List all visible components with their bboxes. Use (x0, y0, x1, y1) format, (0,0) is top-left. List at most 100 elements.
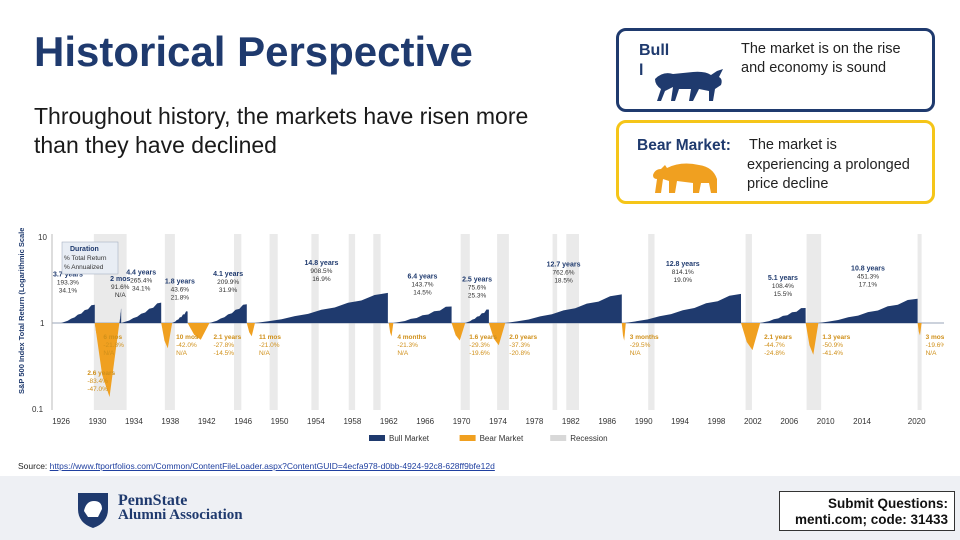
bull-total-return: 193.3% (57, 280, 79, 287)
bear-market-label: 2.0 years-37.3%-20.8% (509, 334, 537, 357)
bear-duration: 3 months (630, 334, 659, 341)
bear-market-label: 6 mos-21.8%N/A (103, 334, 124, 357)
x-tick-label: 2020 (908, 417, 926, 426)
bull-annualized: 18.5% (554, 277, 573, 284)
bull-market-callout: Bull l The market is on the rise and econ… (616, 28, 935, 112)
bull-total-return: 91.6% (111, 284, 130, 291)
x-tick-label: 1950 (271, 417, 289, 426)
bear-label: Bear Market: (637, 137, 731, 154)
bull-duration: 5.1 years (768, 275, 798, 282)
x-tick-label: 1958 (343, 417, 361, 426)
key-title: Duration (70, 246, 99, 253)
submit-questions-box: Submit Questions: menti.com; code: 31433 (779, 491, 955, 531)
bear-market-area (94, 323, 120, 397)
x-tick-label: 1926 (52, 417, 70, 426)
bear-duration: 4 months (397, 334, 426, 341)
x-tick-label: 2010 (817, 417, 835, 426)
bull-market-area (393, 306, 452, 323)
bear-market-area (246, 323, 255, 337)
bull-duration: 14.8 years (304, 260, 338, 267)
key-line2: % Total Return (64, 255, 107, 262)
bear-total-return: -21.3% (397, 342, 418, 349)
bear-annualized: -14.5% (213, 350, 234, 357)
bull-total-return: 43.6% (171, 287, 190, 294)
bull-description: The market is on the rise and economy is… (741, 41, 901, 76)
x-tick-label: 2014 (853, 417, 871, 426)
bull-market-area (505, 294, 622, 323)
bull-total-return: 451.3% (857, 274, 879, 281)
bear-market-label: 11 mos-21.0%N/A (259, 334, 281, 357)
bull-total-return: 762.6% (553, 269, 575, 276)
bull-total-return: 814.1% (672, 269, 694, 276)
x-tick-label: 2002 (744, 417, 762, 426)
market-areas (61, 292, 922, 397)
submit-line2: menti.com; code: 31433 (794, 512, 948, 527)
bear-market-area (805, 323, 819, 355)
bear-market-label: 2.6 years-83.4%-47.0% (87, 370, 115, 393)
bear-total-return: -37.3% (509, 342, 530, 349)
bull-market-area (760, 308, 806, 323)
bull-duration: 4.4 years (126, 270, 156, 277)
recession-band (497, 234, 509, 410)
x-tick-label: 1970 (453, 417, 471, 426)
bear-annualized: N/A (103, 350, 115, 357)
bear-total-return: -29.3% (469, 342, 490, 349)
bear-annualized: N/A (176, 350, 188, 357)
y-tick-10: 10 (38, 233, 47, 242)
x-tick-label: 1986 (598, 417, 616, 426)
x-tick-label: 1930 (89, 417, 107, 426)
bear-total-return: -21.0% (259, 342, 280, 349)
bull-total-return: 265.4% (130, 278, 152, 285)
bear-duration: 10 mos (176, 334, 199, 341)
bear-market-area (741, 323, 761, 351)
legend-swatch (550, 435, 567, 441)
y-tick-1: 1 (40, 319, 45, 328)
x-tick-label: 1946 (234, 417, 252, 426)
x-tick-label: 1974 (489, 417, 507, 426)
bear-duration: 1.6 years (469, 334, 497, 341)
bear-market-area (388, 323, 394, 337)
bull-duration: 2.5 years (462, 277, 492, 284)
bear-total-return: -50.9% (822, 342, 843, 349)
bear-total-return: -83.4% (87, 378, 108, 385)
bear-market-label: 3 mos-19.6%N/A (926, 334, 944, 357)
source-link[interactable]: https://www.ftportfolios.com/Common/Cont… (49, 461, 495, 471)
bear-duration: 11 mos (259, 334, 281, 341)
bear-annualized: N/A (259, 350, 271, 357)
bull-annualized: 19.0% (674, 277, 693, 284)
bear-total-return: -42.0% (176, 342, 197, 349)
bear-annualized: -24.8% (764, 350, 785, 357)
legend-label: Bull Market (389, 434, 430, 443)
bull-annualized: 15.5% (774, 291, 793, 298)
bear-annualized: -47.0% (87, 386, 108, 393)
x-tick-label: 1938 (161, 417, 179, 426)
x-tick-label: 1982 (562, 417, 580, 426)
submit-line1: Submit Questions: (827, 496, 948, 511)
bull-annualized: 34.1% (132, 286, 151, 293)
x-tick-label: 1990 (635, 417, 653, 426)
bull-market-area (818, 298, 918, 323)
legend-swatch (369, 435, 385, 441)
bull-market-area (121, 302, 162, 323)
bear-duration: 2.0 years (509, 334, 537, 341)
bull-label: Bull l (639, 42, 670, 79)
x-tick-label: 1962 (380, 417, 398, 426)
bear-total-return: -21.8% (103, 342, 124, 349)
bear-market-area (488, 323, 506, 346)
y-tick-0-1: 0.1 (32, 405, 44, 414)
bull-annualized: 14.5% (413, 289, 432, 296)
y-axis-label: S&P 500 Index Total Return (Logarithmic … (17, 228, 26, 394)
logo-wordmark-line2: Alumni Association (118, 507, 243, 523)
bull-annualized: 21.8% (171, 295, 190, 302)
source-citation: Source: https://www.ftportfolios.com/Com… (18, 461, 495, 471)
bull-duration: 10.8 years (851, 266, 885, 273)
bull-total-return: 143.7% (411, 281, 433, 288)
bull-annualized: 16.9% (312, 276, 331, 283)
